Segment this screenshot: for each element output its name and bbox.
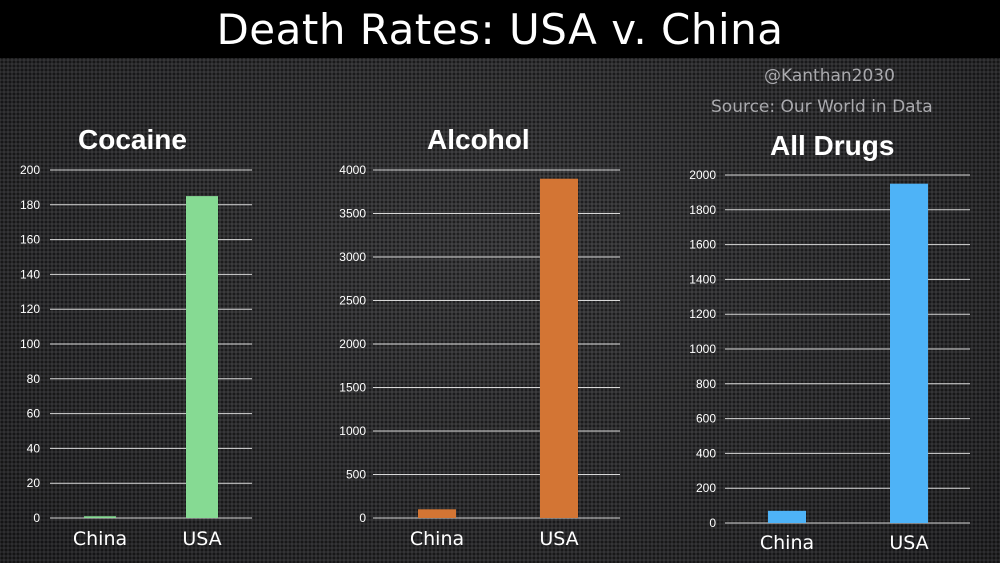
alcohol-x-category-label: China [410, 528, 464, 550]
cocaine-y-tick-label: 20 [27, 476, 41, 490]
cocaine-bar-usa [186, 196, 218, 518]
cocaine-y-tick-label: 180 [20, 198, 40, 212]
alcohol-y-tick-label: 0 [359, 511, 366, 525]
cocaine-bar-china [84, 516, 116, 518]
cocaine-y-tick-label: 200 [20, 163, 40, 177]
alcohol-bar-usa [540, 178, 578, 518]
alcohol-y-tick-label: 3500 [339, 207, 366, 221]
alcohol-y-tick-label: 1500 [339, 381, 366, 395]
alcohol-y-tick-label: 2500 [339, 294, 366, 308]
all-drugs-y-tick-label: 0 [709, 516, 716, 530]
cocaine-y-tick-label: 100 [20, 337, 40, 351]
cocaine-chart-title: Cocaine [78, 124, 187, 155]
all-drugs-y-tick-label: 1800 [689, 203, 716, 217]
all-drugs-y-tick-label: 200 [696, 481, 716, 495]
cocaine-y-tick-label: 120 [20, 302, 40, 316]
cocaine-y-tick-label: 60 [27, 407, 41, 421]
all-drugs-y-tick-label: 1400 [689, 272, 716, 286]
all-drugs-y-tick-label: 1000 [689, 342, 716, 356]
alcohol-x-category-label: USA [539, 528, 578, 550]
all-drugs-y-tick-label: 1200 [689, 307, 716, 321]
title-bar [0, 0, 1000, 58]
cocaine-x-category-label: China [73, 528, 127, 550]
alcohol-y-tick-label: 4000 [339, 163, 366, 177]
all-drugs-bar-usa [890, 183, 928, 523]
cocaine-y-tick-label: 40 [27, 441, 41, 455]
alcohol-bar-china [418, 509, 456, 518]
cocaine-y-tick-label: 80 [27, 372, 41, 386]
author-credit: @Kanthan2030 [764, 66, 895, 86]
cocaine-y-tick-label: 0 [33, 511, 40, 525]
alcohol-y-tick-label: 500 [346, 468, 366, 482]
all-drugs-x-category-label: USA [889, 532, 928, 554]
source-credit: Source: Our World in Data [711, 97, 933, 117]
all-drugs-y-tick-label: 2000 [689, 168, 716, 182]
cocaine-x-category-label: USA [182, 528, 221, 550]
alcohol-chart-title: Alcohol [427, 124, 530, 155]
all-drugs-bar-china [768, 510, 806, 523]
cocaine-y-tick-label: 160 [20, 233, 40, 247]
all-drugs-y-tick-label: 1600 [689, 238, 716, 252]
alcohol-y-tick-label: 1000 [339, 424, 366, 438]
all-drugs-x-category-label: China [760, 532, 814, 554]
all-drugs-y-tick-label: 600 [696, 412, 716, 426]
alcohol-y-tick-label: 3000 [339, 250, 366, 264]
page-title: Death Rates: USA v. China [216, 5, 784, 54]
all-drugs-y-tick-label: 400 [696, 446, 716, 460]
cocaine-y-tick-label: 140 [20, 267, 40, 281]
alcohol-y-tick-label: 2000 [339, 337, 366, 351]
all-drugs-y-tick-label: 800 [696, 377, 716, 391]
all-drugs-chart-title: All Drugs [770, 130, 895, 161]
